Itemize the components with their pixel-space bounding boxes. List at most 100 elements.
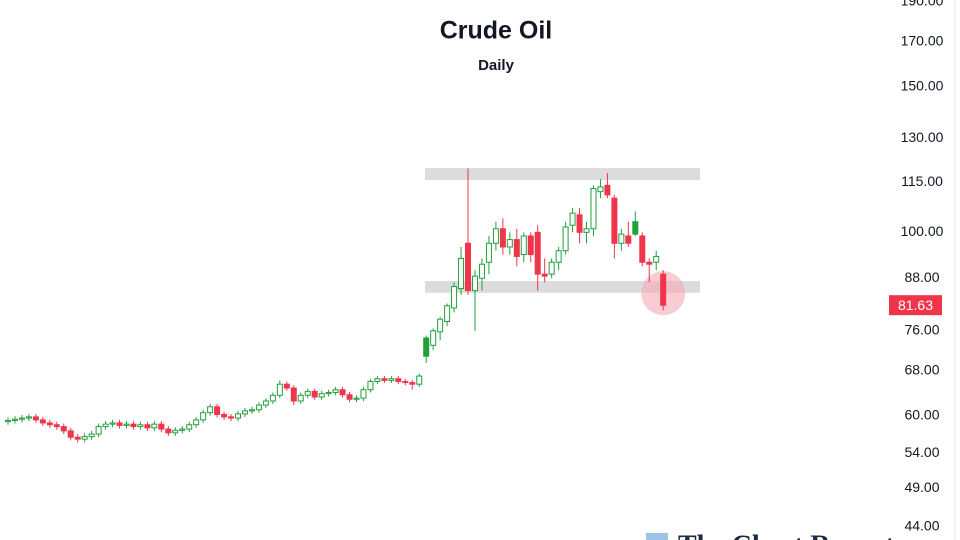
- candle-body: [444, 305, 451, 323]
- candle-body: [60, 426, 67, 432]
- candle-body: [241, 410, 248, 415]
- candle-body: [39, 419, 46, 424]
- last-price-box: [889, 295, 942, 316]
- candle-body: [18, 417, 25, 420]
- candle-body: [123, 423, 130, 426]
- candle-body: [465, 242, 472, 292]
- zone: [425, 281, 700, 293]
- candle-body: [339, 389, 346, 396]
- candle-body: [318, 393, 325, 398]
- candle-body: [228, 416, 235, 419]
- candle-body: [458, 257, 465, 290]
- candle-body: [541, 273, 548, 277]
- candle-body: [534, 231, 541, 275]
- candle-body: [451, 285, 458, 309]
- candle-body: [485, 242, 492, 263]
- candle-body: [388, 378, 395, 381]
- candle-body: [276, 383, 283, 396]
- candle-body: [604, 184, 611, 196]
- watermark: The Chart Report: [678, 530, 895, 540]
- candle-body: [11, 418, 18, 421]
- candle-body: [88, 433, 95, 438]
- y-tick-label: 130.00: [901, 129, 944, 145]
- candle-body: [395, 378, 402, 382]
- candle-body: [332, 389, 339, 393]
- candle-body: [423, 337, 430, 357]
- y-tick-label: 60.00: [904, 406, 939, 422]
- candle-body: [81, 436, 88, 440]
- y-tick-label: 49.00: [904, 479, 939, 495]
- zone: [425, 168, 700, 181]
- candle-body: [625, 235, 632, 244]
- candle-body: [255, 404, 262, 411]
- candle-body: [74, 436, 81, 440]
- candle-body: [660, 273, 667, 306]
- candle-body: [430, 330, 437, 346]
- y-tick-label: 76.00: [904, 322, 939, 338]
- candle-body: [374, 378, 381, 382]
- candle-body: [46, 422, 53, 426]
- y-tick-label: 170.00: [901, 33, 944, 49]
- candle-body: [583, 228, 590, 233]
- candle-body: [53, 424, 60, 428]
- candle-body: [193, 419, 200, 426]
- y-tick-label: 54.00: [904, 444, 939, 460]
- last-price-label: 81.63: [898, 297, 933, 313]
- candle-body: [576, 214, 583, 233]
- y-tick-label: 68.00: [904, 361, 939, 377]
- candle-body: [346, 394, 353, 400]
- y-tick-label: 190.00: [901, 0, 944, 9]
- candle-body: [569, 212, 576, 226]
- candle-body: [95, 426, 102, 435]
- candle-body: [186, 424, 193, 430]
- y-tick-label: 150.00: [901, 78, 944, 94]
- candle-body: [311, 390, 318, 398]
- chart-subtitle: Daily: [478, 57, 515, 74]
- candle-body: [402, 380, 409, 384]
- candle-body: [130, 423, 137, 428]
- candle-body: [618, 233, 625, 244]
- candle-body: [32, 416, 39, 421]
- candle-body: [109, 422, 116, 425]
- candle-body: [290, 387, 297, 402]
- candle-body: [562, 226, 569, 252]
- candle-body: [221, 413, 228, 418]
- chart-title: Crude Oil: [440, 17, 553, 45]
- candle-body: [5, 419, 11, 423]
- candle-body: [179, 428, 186, 431]
- candle-body: [590, 187, 597, 230]
- candle-body: [158, 423, 165, 430]
- y-tick-label: 100.00: [901, 223, 944, 239]
- candle-body: [381, 378, 388, 381]
- candle-body: [165, 428, 172, 434]
- candle-body: [597, 186, 604, 193]
- y-tick-label: 44.00: [904, 518, 939, 534]
- candle-body: [416, 375, 423, 385]
- candle-body: [653, 255, 660, 263]
- candle-body: [102, 423, 109, 428]
- candle-body: [353, 397, 360, 400]
- y-tick-label: 115.00: [901, 173, 943, 189]
- candle-body: [137, 424, 144, 428]
- candle-body: [437, 318, 444, 333]
- candle-body: [269, 394, 276, 402]
- candle-body: [67, 430, 74, 438]
- candle-body: [409, 382, 416, 385]
- y-tick-label: 88.00: [904, 269, 939, 285]
- watermark-icon: [646, 533, 668, 540]
- candle-body: [207, 406, 214, 414]
- candle-body: [200, 412, 207, 421]
- candle-body: [283, 383, 290, 389]
- candle-body: [304, 390, 311, 396]
- candle-body: [25, 416, 32, 419]
- candle-body: [172, 429, 179, 434]
- candle-body: [611, 197, 618, 244]
- candle-body: [555, 250, 562, 263]
- candle-body: [325, 391, 332, 395]
- candle-body: [151, 423, 158, 429]
- candle-body: [506, 239, 513, 248]
- candle-body: [214, 406, 221, 415]
- candle-body: [367, 380, 374, 391]
- candle-body: [262, 400, 269, 406]
